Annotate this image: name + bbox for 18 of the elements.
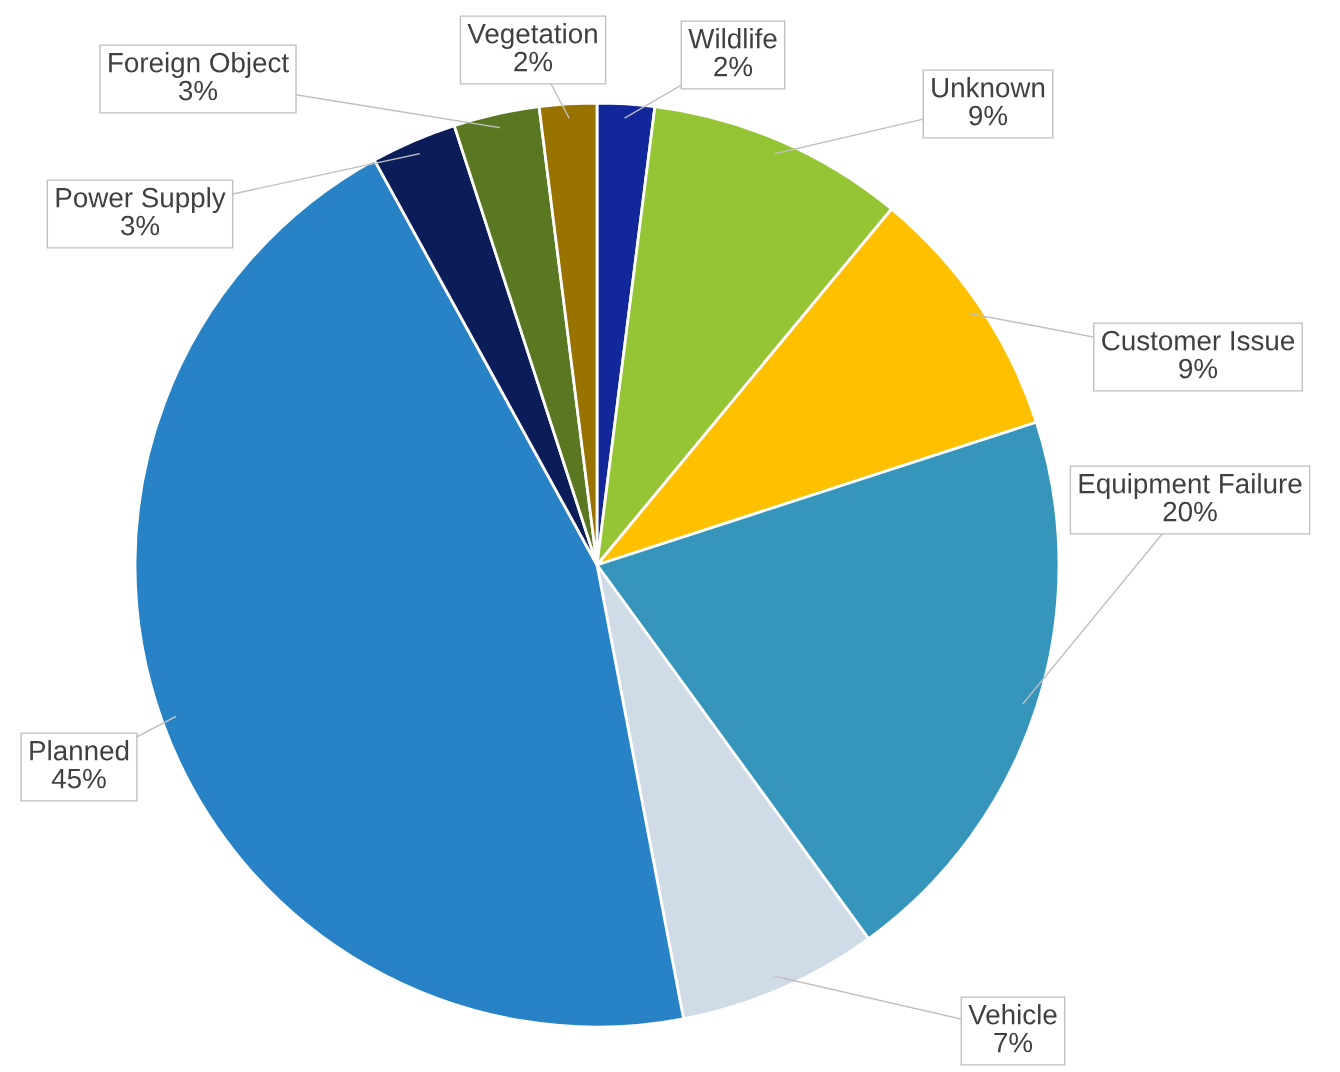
data-label: 7% [994,1032,1033,1053]
slice-label: Unknown [932,77,1045,98]
slice-label: Foreign Object [109,52,289,78]
data-label: 3% [178,80,218,101]
data-label: 9% [1179,358,1218,379]
data-label: 20% [1163,501,1217,522]
slice-label: Customer Issue [1102,330,1295,351]
slice-label: Power Supply [56,187,226,213]
data-label: 3% [120,215,160,236]
slice-label: Wildlife [688,28,777,49]
data-label: 9% [969,105,1008,126]
data-label: 45% [51,768,106,789]
slice-label: Planned [30,740,129,761]
data-label: 2% [714,56,753,77]
slice-label: Equipment Failure [1079,473,1302,499]
slice-label: Vehicle [968,1004,1057,1025]
data-label: 2% [514,51,553,72]
slice-label: Vegetation [467,23,597,49]
